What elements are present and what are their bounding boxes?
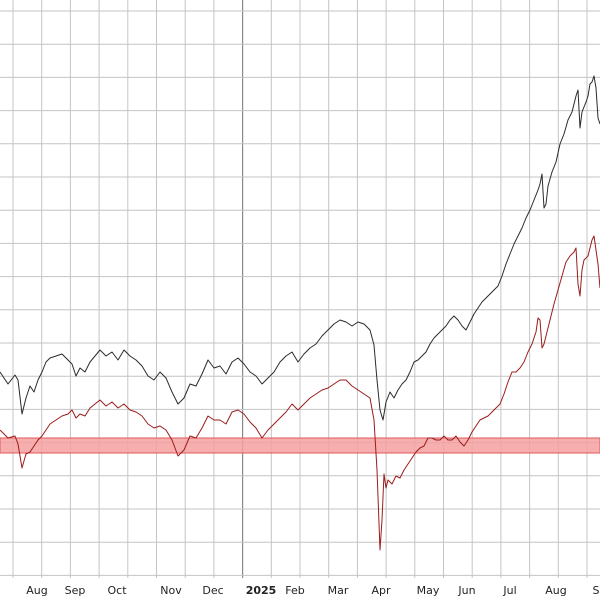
x-tick-label: Feb <box>285 584 304 597</box>
series-line-2 <box>0 235 600 551</box>
x-tick-label: Jul <box>502 584 516 597</box>
x-tick-label: Mar <box>328 584 349 597</box>
x-tick-label: Aug <box>26 584 47 597</box>
x-tick-label: S <box>593 584 600 597</box>
x-tick-label: Sep <box>65 584 86 597</box>
x-tick-label: Nov <box>160 584 182 597</box>
x-tick-label: Aug <box>545 584 566 597</box>
highlight-band <box>0 437 600 454</box>
x-tick-label: Jun <box>457 584 475 597</box>
x-tick-label: 2025 <box>246 584 277 597</box>
x-tick-label: Dec <box>202 584 223 597</box>
x-tick-label: Apr <box>371 584 391 597</box>
series-line-1 <box>0 75 600 421</box>
x-tick-label: May <box>417 584 440 597</box>
x-tick-label: Oct <box>107 584 127 597</box>
